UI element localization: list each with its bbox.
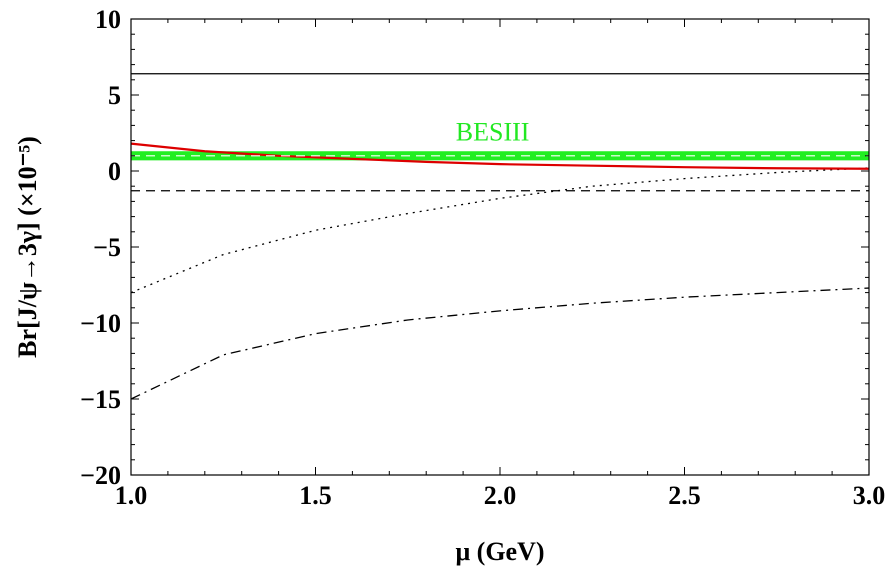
y-tick-label: 0: [108, 157, 121, 186]
x-tick-label: 3.0: [853, 481, 886, 510]
series-line-3-dotted: [130, 167, 870, 294]
y-tick-label: −5: [93, 233, 121, 262]
x-tick-label: 2.0: [484, 481, 517, 510]
x-axis-title: μ (GeV): [455, 537, 544, 566]
y-tick-label: −10: [80, 309, 121, 338]
y-axis-title: Br[J/ψ→3γ] (×10⁻⁵): [13, 136, 42, 358]
x-tick-label: 1.0: [115, 481, 148, 510]
y-tick-label: 10: [95, 5, 121, 34]
y-tick-label: 5: [108, 81, 121, 110]
series-layer: [130, 73, 870, 400]
series-line-5-solid: [130, 142, 870, 170]
plot-frame: [130, 18, 870, 476]
x-tick-label: 1.5: [299, 481, 332, 510]
series-line-4-dashdot: [130, 287, 870, 400]
y-tick-label: −20: [80, 461, 121, 490]
besiii-label: BESIII: [456, 117, 530, 146]
y-tick-label: −15: [80, 385, 121, 414]
ticks-layer: 1.0 1.5 2.0 2.5 3.0 10 5 0 −5 −10 −15 −20: [80, 5, 885, 510]
x-tick-label: 2.5: [668, 481, 701, 510]
